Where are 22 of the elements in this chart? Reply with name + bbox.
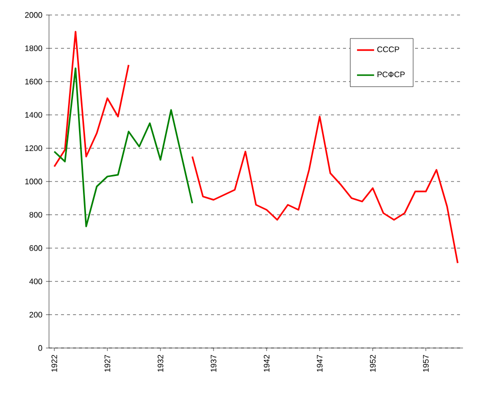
x-tick-label: 1922 xyxy=(51,354,58,372)
y-tick-label: 400 xyxy=(29,278,42,284)
x-tick-label: 1957 xyxy=(423,354,429,372)
y-tick-label: 200 xyxy=(30,312,42,318)
x-tick-label: 1937 xyxy=(210,354,216,372)
y-tick-label: 1400 xyxy=(25,112,42,118)
x-tick-label: 1942 xyxy=(264,354,270,372)
y-tick-label: 1800 xyxy=(25,45,42,52)
x-tick-label: 1927 xyxy=(104,354,110,372)
y-tick-label: 800 xyxy=(29,212,42,218)
y-tick-label: 2000 xyxy=(25,12,42,18)
legend-label: РСФСР xyxy=(378,72,405,78)
x-tick-label: 1947 xyxy=(316,354,323,372)
x-tick-label: 1952 xyxy=(370,354,376,372)
x-tick-label: 1932 xyxy=(158,354,164,372)
y-tick-label: 1600 xyxy=(25,78,42,84)
y-tick-label: 1200 xyxy=(25,145,42,152)
y-tick-label: 1000 xyxy=(25,178,42,184)
line-series xyxy=(54,67,194,228)
y-tick-label: 0 xyxy=(38,345,42,351)
y-tick-label: 600 xyxy=(30,245,42,251)
legend-label: СССР xyxy=(377,46,400,52)
